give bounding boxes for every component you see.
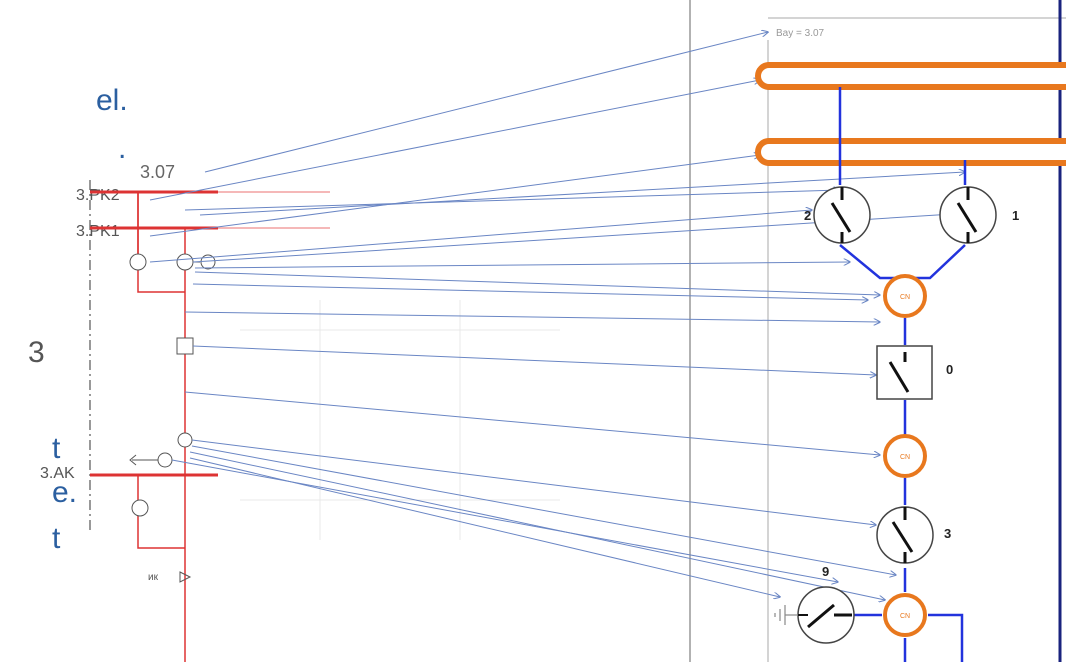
cut-text-line-3: t [52, 432, 61, 465]
ct-label-3: CN [900, 613, 910, 620]
earth-switch-symbol [157, 452, 173, 468]
current-transformer-2 [883, 434, 927, 478]
current-transformer-1 [883, 274, 927, 318]
ct-label-2: CN [900, 454, 910, 461]
voltage-transformer-symbol [131, 499, 149, 517]
disconnector-symbol-1 [176, 253, 194, 271]
bus-label-pk1: 3.PK1 [76, 223, 120, 240]
busbar-2 [755, 138, 1066, 166]
bay-number: 3 [28, 336, 45, 369]
switch-label-2: 2 [804, 208, 811, 223]
small-label: ик [148, 572, 159, 583]
disconnector-symbol-3 [177, 432, 193, 448]
cut-text-line-4: e. [52, 476, 78, 509]
cut-text-line-1: el. [96, 84, 128, 117]
left-schematic: 3.07 3.PK2 3.PK1 3 3.AK ик [28, 162, 330, 662]
bay-label: 3.07 [140, 162, 175, 182]
faint-background-grid [240, 300, 560, 540]
disconnector-symbol-2 [129, 253, 147, 271]
feeder-label: 3.AK [40, 465, 75, 482]
switch-label-9: 9 [822, 564, 829, 579]
mapping-arrows [149, 32, 985, 600]
busbar-1 [755, 62, 1066, 90]
bay-title: Bay = 3.07 [776, 28, 825, 39]
switch-label-3: 3 [944, 526, 951, 541]
breaker-symbol [176, 337, 194, 355]
right-schematic: Bay = 3.07 2 [755, 28, 1066, 662]
cut-text-line-2: . [118, 132, 127, 165]
ct-label-1: CN [900, 294, 910, 301]
current-transformer-3 [883, 593, 927, 637]
cut-text-line-5: t [52, 522, 61, 555]
switch-label-1: 1 [1012, 208, 1019, 223]
switch-label-0: 0 [946, 362, 953, 377]
